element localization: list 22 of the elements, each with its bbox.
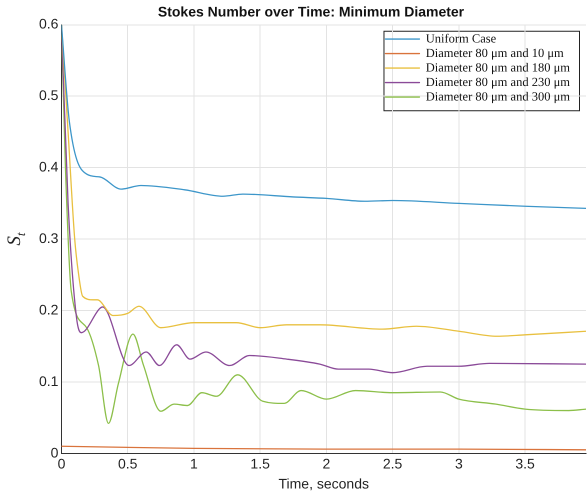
- legend-label: Uniform Case: [426, 31, 497, 46]
- y-tick-label: 0.6: [38, 16, 59, 32]
- legend-label: Diameter 80 μm and 180 μm: [426, 60, 570, 74]
- y-tick-label: 0.5: [38, 87, 59, 104]
- chart-title: Stokes Number over Time: Minimum Diameter: [158, 3, 465, 20]
- x-tick-label: 3: [454, 456, 463, 472]
- y-tick-label: 0.1: [38, 372, 59, 389]
- y-tick-label: 0.2: [38, 301, 59, 318]
- legend-label: Diameter 80 μm and 10 μm: [426, 46, 564, 60]
- x-tick-label: 1.5: [250, 456, 270, 472]
- legend-label: Diameter 80 μm and 230 μm: [426, 74, 570, 89]
- y-tick-label: 0.4: [38, 158, 59, 175]
- x-tick-label: 2: [322, 456, 330, 472]
- x-tick-label: 0.5: [118, 456, 138, 472]
- line-series: [61, 24, 586, 210]
- x-tick-label: 1: [190, 456, 198, 472]
- legend-label: Diameter 80 μm and 300 μm: [426, 89, 570, 104]
- y-tick-label: 0: [50, 444, 59, 460]
- y-tick-label: 0.3: [38, 230, 59, 246]
- x-tick-label: 3.5: [515, 456, 536, 472]
- x-tick-label: 2.5: [382, 456, 403, 472]
- x-axis-title: Time, seconds: [278, 475, 369, 492]
